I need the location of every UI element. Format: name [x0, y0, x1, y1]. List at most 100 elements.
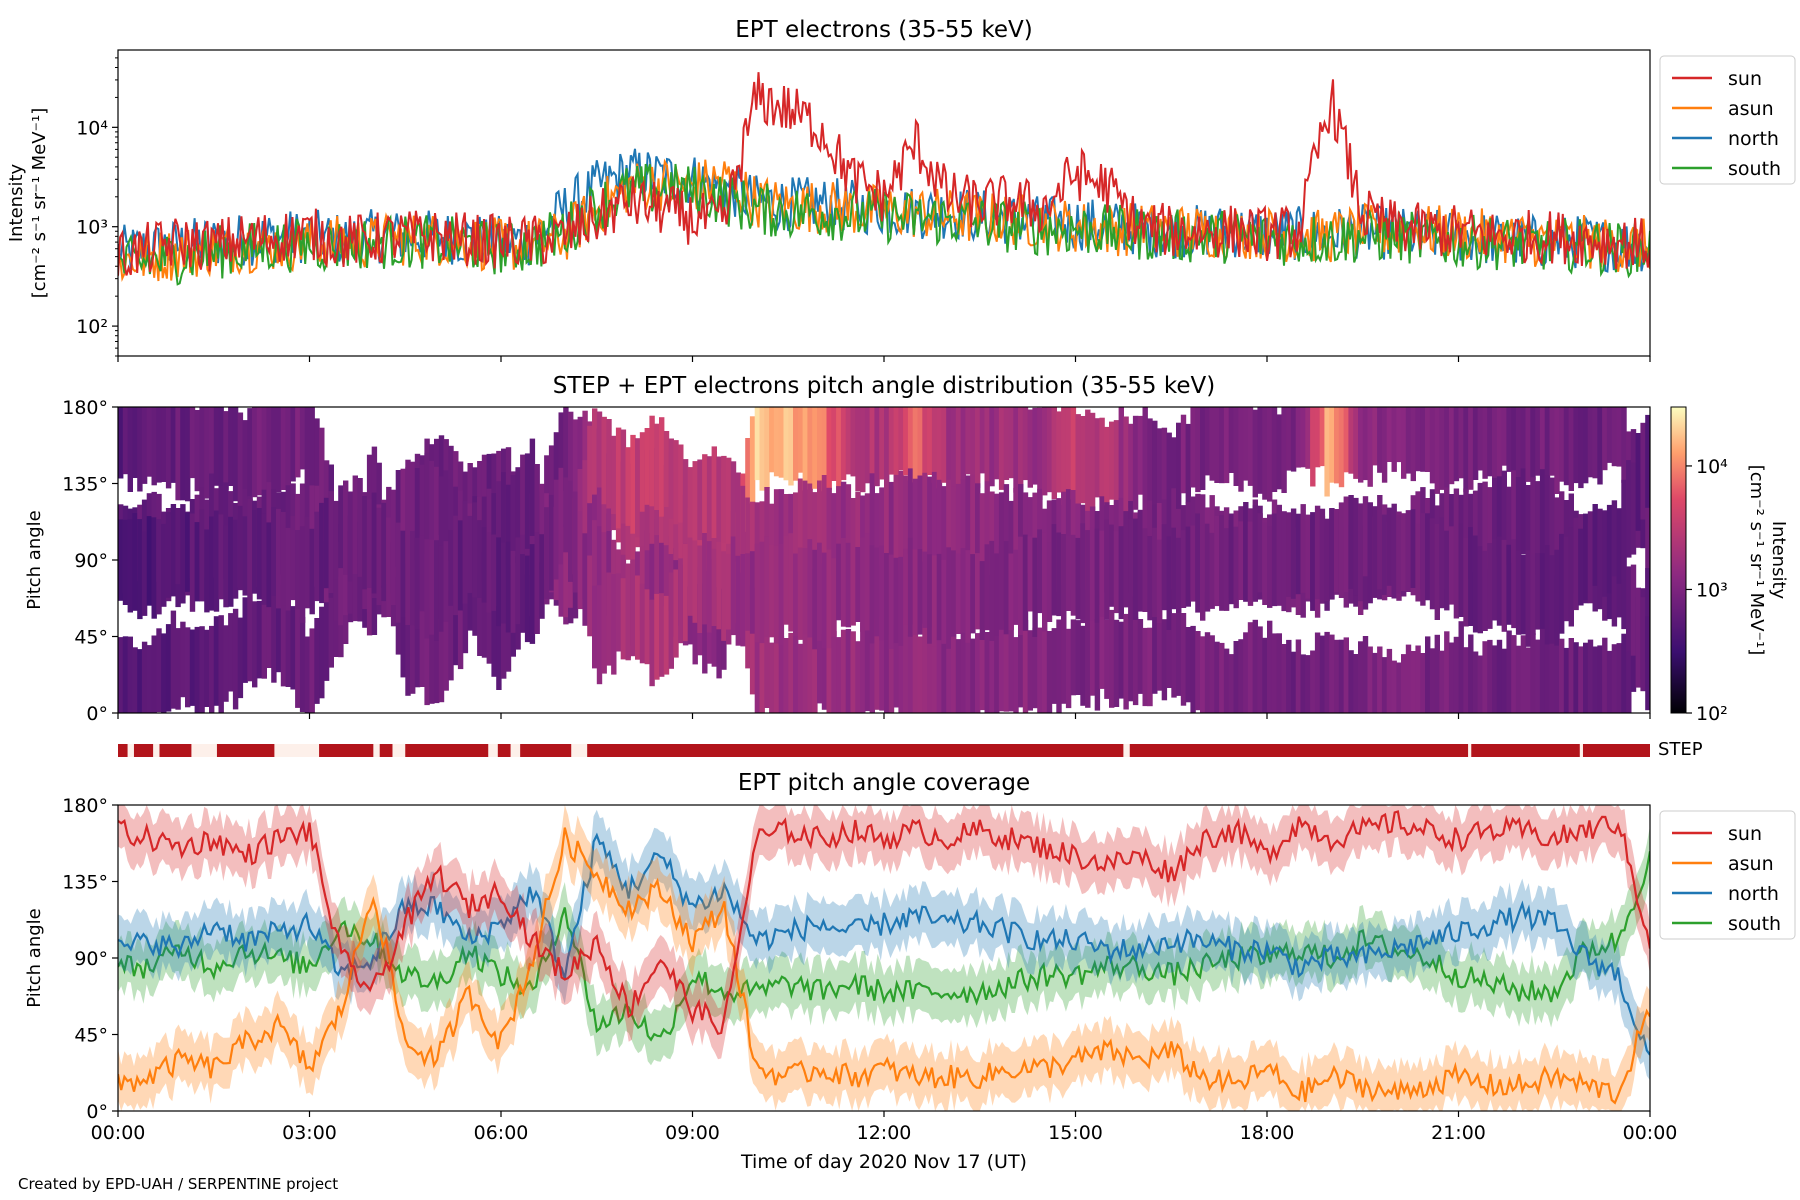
- pad-cell: [644, 428, 650, 505]
- pad-cell: [1544, 407, 1551, 485]
- pad-cell: [1338, 639, 1345, 713]
- pad-cell: [931, 627, 938, 713]
- pad-cell: [912, 407, 919, 483]
- pad-cell: [400, 530, 406, 618]
- pad-cell: [501, 472, 507, 572]
- pad-cell: [903, 407, 909, 476]
- pad-cell: [1544, 545, 1551, 645]
- pad-cell: [850, 631, 856, 713]
- pad-cell: [1358, 407, 1364, 483]
- pad-cell: [1018, 407, 1024, 494]
- pad-cell: [587, 555, 593, 637]
- pad-cell: [1578, 528, 1584, 606]
- pad-cell: [338, 542, 344, 626]
- pad-cell: [1626, 623, 1632, 713]
- pad-cell: [1539, 553, 1546, 629]
- pad-cell: [1156, 606, 1163, 691]
- pad-cell: [1257, 407, 1263, 494]
- pad-cell: [1535, 407, 1541, 476]
- pad-cell: [491, 598, 497, 677]
- legend-label-sun: sun: [1728, 68, 1762, 90]
- pad-cell: [156, 628, 162, 713]
- pad-cell: [1367, 502, 1373, 604]
- pad-cell: [1353, 497, 1359, 596]
- pad-cell: [1238, 639, 1244, 713]
- xtick-label: 18:00: [1240, 1122, 1295, 1144]
- pad-cell: [836, 486, 842, 571]
- pad-cell: [1185, 526, 1191, 607]
- pad-cell: [122, 519, 129, 605]
- pad-cell: [156, 519, 162, 615]
- pad-cell: [1506, 407, 1512, 472]
- pad-cell: [1042, 407, 1048, 496]
- pad-cell: [170, 407, 177, 483]
- pad-cell: [1152, 420, 1158, 510]
- pad-cell: [1161, 619, 1168, 701]
- pad-cell: [659, 593, 665, 677]
- pad-cell: [1515, 645, 1522, 713]
- pad-cell: [1324, 631, 1330, 713]
- pad-cell: [242, 597, 248, 683]
- pad-cell: [1444, 530, 1450, 611]
- pad-cell: [845, 484, 852, 585]
- pad-cell: [1190, 525, 1196, 602]
- pad-cell: [486, 575, 492, 664]
- pad-cell: [1372, 652, 1378, 713]
- pad-cell: [630, 434, 636, 534]
- pad-cell: [151, 635, 157, 713]
- ytick-label: 45°: [74, 627, 108, 649]
- pad-cell: [400, 468, 406, 557]
- pad-cell: [845, 407, 852, 475]
- pad-cell: [979, 632, 986, 711]
- pad-cell: [252, 601, 258, 688]
- pad-cell: [539, 483, 545, 563]
- pad-cell: [1530, 477, 1536, 561]
- pad-cell: [817, 407, 823, 487]
- pad-cell: [223, 411, 229, 490]
- pad-cell: [1142, 407, 1148, 507]
- pad-cell: [1128, 519, 1134, 620]
- step-bar-gap: [571, 744, 588, 757]
- pad-cell: [1487, 407, 1493, 477]
- pad-cell: [1032, 407, 1038, 485]
- pad-cell: [1597, 508, 1603, 590]
- pad-cell: [1362, 496, 1369, 577]
- pad-cell: [1544, 475, 1551, 571]
- pad-cell: [122, 636, 129, 713]
- pad-cell: [625, 563, 631, 659]
- series-band-north: [118, 809, 1650, 1081]
- pad-cell: [692, 540, 698, 623]
- pad-cell: [505, 541, 512, 633]
- step-bar-fill: [118, 744, 1650, 757]
- pad-cell: [702, 533, 708, 625]
- pad-cell: [1281, 511, 1287, 612]
- pad-cell: [1420, 407, 1426, 472]
- pad-cell: [941, 559, 947, 644]
- pad-cell: [960, 407, 966, 481]
- pad-cell: [323, 497, 330, 589]
- pad-cell: [1080, 523, 1086, 624]
- pad-cell: [1334, 407, 1340, 484]
- pad-cell: [821, 634, 828, 710]
- cbar-tick-label: 10³: [1696, 579, 1728, 601]
- pad-cell: [1180, 613, 1187, 706]
- pad-cell: [424, 452, 430, 554]
- pad-cell: [491, 534, 497, 611]
- pad-cell: [213, 407, 220, 486]
- pad-cell: [1042, 630, 1048, 713]
- legend-label-asun: asun: [1728, 853, 1774, 875]
- pad-cell: [1123, 613, 1129, 710]
- pad-cell: [898, 556, 904, 646]
- pad-cell: [840, 407, 847, 481]
- pad-cell: [1630, 462, 1637, 555]
- pad-cell: [1257, 626, 1263, 713]
- ytick-label: 10⁴: [76, 117, 108, 139]
- pad-cell: [927, 554, 933, 644]
- pad-cell: [1563, 647, 1570, 713]
- pad-cell: [1271, 407, 1278, 492]
- step-bar-gap: [1123, 744, 1130, 757]
- pad-cell: [1200, 636, 1206, 713]
- pad-cell: [931, 555, 938, 647]
- pad-cell: [132, 647, 138, 713]
